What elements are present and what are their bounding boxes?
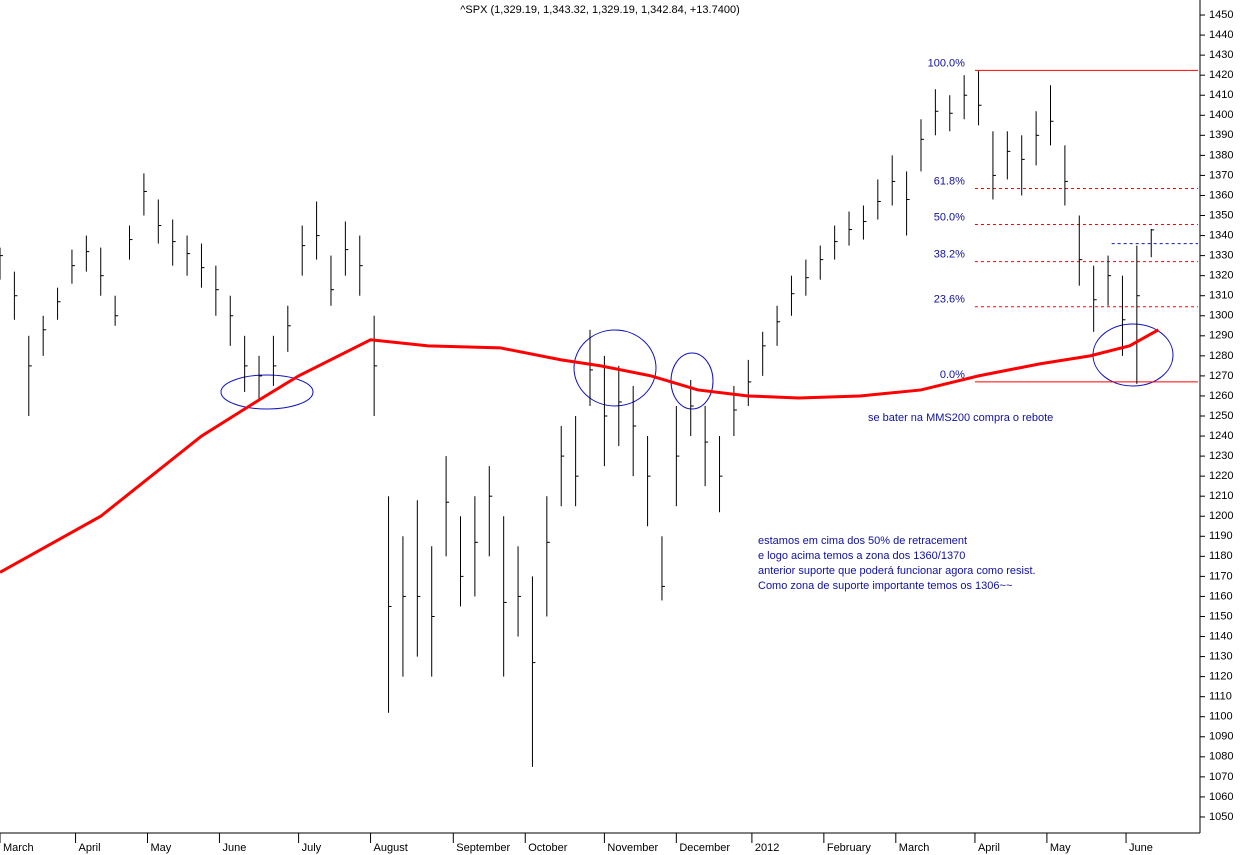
annotation: e logo acima temos a zona dos 1360/1370 [758, 550, 965, 562]
y-tick-label: 1330 [1209, 250, 1233, 262]
y-tick-label: 1240 [1209, 430, 1233, 442]
y-tick-label: 1320 [1209, 270, 1233, 282]
y-tick-label: 1390 [1209, 129, 1233, 141]
y-tick-label: 1350 [1209, 209, 1233, 221]
y-tick-label: 1230 [1209, 450, 1233, 462]
y-tick-label: 1260 [1209, 390, 1233, 402]
annotation: estamos em cima dos 50% de retracement [758, 535, 967, 547]
chart-title: ^SPX (1,329.19, 1,343.32, 1,329.19, 1,34… [460, 4, 739, 16]
x-tick-label: November [607, 842, 658, 854]
x-tick-label: December [679, 842, 730, 854]
y-tick-label: 1160 [1209, 590, 1233, 602]
circle [1092, 323, 1174, 387]
y-tick-label: 1250 [1209, 410, 1233, 422]
y-tick-label: 1170 [1209, 570, 1233, 582]
x-tick-label: May [151, 842, 172, 854]
circle [220, 374, 314, 410]
x-tick-label: March [899, 842, 930, 854]
y-tick-label: 1080 [1209, 751, 1233, 763]
x-tick-label: September [456, 842, 510, 854]
y-tick-label: 1290 [1209, 330, 1233, 342]
y-tick-label: 1050 [1209, 811, 1233, 823]
y-tick-label: 1270 [1209, 370, 1233, 382]
fib-label: 0.0% [940, 369, 965, 381]
y-tick-label: 1360 [1209, 189, 1233, 201]
annotation: Como zona de suporte importante temos os… [758, 580, 1012, 592]
y-tick-label: 1060 [1209, 791, 1233, 803]
annotation: se bater na MMS200 compra o rebote [868, 412, 1053, 424]
y-tick-label: 1200 [1209, 510, 1233, 522]
y-tick-label: 1430 [1209, 49, 1233, 61]
fib-label: 38.2% [934, 249, 965, 261]
y-tick-label: 1110 [1209, 691, 1232, 703]
y-tick-label: 1300 [1209, 310, 1233, 322]
y-tick-label: 1180 [1209, 550, 1233, 562]
y-tick-label: 1100 [1209, 711, 1233, 723]
fib-label: 61.8% [934, 175, 965, 187]
x-tick-label: April [978, 842, 1000, 854]
y-tick-label: 1380 [1209, 149, 1233, 161]
y-tick-label: 1420 [1209, 69, 1233, 81]
y-tick-label: 1090 [1209, 731, 1233, 743]
x-tick-label: August [374, 842, 408, 854]
circle [670, 352, 714, 410]
y-tick-label: 1410 [1209, 89, 1233, 101]
y-tick-label: 1340 [1209, 229, 1233, 241]
y-tick-label: 1220 [1209, 470, 1233, 482]
y-tick-label: 1190 [1209, 530, 1233, 542]
x-tick-label: March [3, 842, 34, 854]
y-tick-label: 1070 [1209, 771, 1233, 783]
fib-label: 100.0% [928, 57, 966, 69]
y-tick-label: 1280 [1209, 350, 1233, 362]
x-tick-label: July [302, 842, 322, 854]
y-tick-label: 1150 [1209, 610, 1233, 622]
y-tick-label: 1130 [1209, 650, 1233, 662]
y-tick-label: 1140 [1209, 630, 1233, 642]
y-tick-label: 1210 [1209, 490, 1233, 502]
moving-average [0, 328, 1160, 574]
y-tick-label: 1400 [1209, 109, 1233, 121]
x-tick-label: October [528, 842, 567, 854]
x-tick-label: April [79, 842, 101, 854]
fib-label: 23.6% [934, 294, 965, 306]
circle [573, 329, 657, 407]
y-tick-label: 1310 [1209, 290, 1233, 302]
x-tick-label: 2012 [755, 842, 779, 854]
y-tick-label: 1440 [1209, 29, 1233, 41]
x-tick-label: February [827, 842, 872, 854]
fib-label: 50.0% [934, 211, 965, 223]
y-tick-label: 1450 [1209, 9, 1233, 21]
y-tick-label: 1370 [1209, 169, 1233, 181]
x-tick-label: June [222, 842, 246, 854]
y-tick-label: 1120 [1209, 671, 1233, 683]
x-tick-label: June [1129, 842, 1153, 854]
x-tick-label: May [1050, 842, 1071, 854]
annotation: anterior suporte que poderá funcionar ag… [758, 565, 1036, 577]
